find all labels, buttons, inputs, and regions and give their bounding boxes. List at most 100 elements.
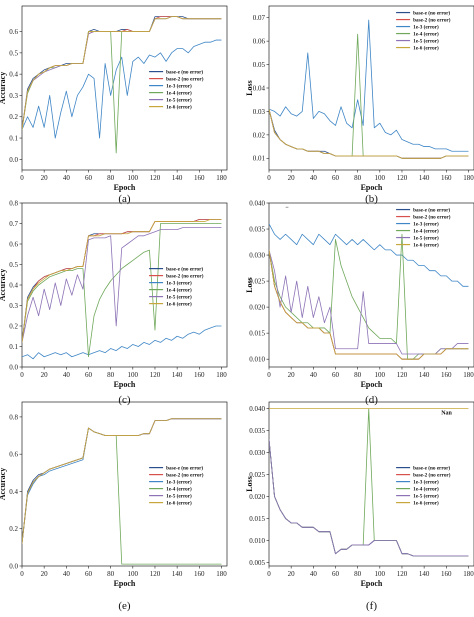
plot-frame xyxy=(268,5,474,171)
series-group xyxy=(22,218,222,360)
series-line-6 xyxy=(22,218,222,343)
legend-entry: 1e-3 (error) xyxy=(413,220,439,227)
legend-entry: 1e-3 (error) xyxy=(413,23,439,30)
series-line-5 xyxy=(269,249,469,355)
x-tick-label: 180 xyxy=(216,174,227,182)
legend-entry: 1e-6 (error) xyxy=(413,241,439,248)
x-tick-label: 20 xyxy=(288,174,296,182)
series-line-6 xyxy=(22,16,222,130)
legend: base-e (no error)base-2 (no error)1e-3 (… xyxy=(396,9,451,51)
legend-entry: base-e (no error) xyxy=(166,68,203,75)
x-tick-label: 100 xyxy=(128,570,139,578)
panel-a: 0 20 40 60 80 100 120 140 160 180 0.0 0.1 0.2 0.3 0.4 0… xyxy=(0,5,228,205)
legend-entry: base-e (no error) xyxy=(166,265,203,272)
legend-entry: 1e-3 (error) xyxy=(166,279,192,286)
legend-entry: 1e-5 (error) xyxy=(413,37,439,44)
y-axis-label: Accuracy xyxy=(0,269,7,301)
legend-entry: 1e-4 (error) xyxy=(413,227,439,234)
y-tick-label: 0.030 xyxy=(249,449,265,457)
x-tick-label: 80 xyxy=(107,371,115,379)
x-tick-label: 140 xyxy=(172,371,183,379)
x-tick-label: 20 xyxy=(41,174,49,182)
y-tick-label: 0.0 xyxy=(9,156,18,164)
legend-entry: base-2 (no error) xyxy=(166,272,204,279)
x-tick-label: 20 xyxy=(41,570,49,578)
legend: base-e (no error)base-2 (no error)1e-3 (… xyxy=(149,265,204,307)
y-tick-label: 0.030 xyxy=(249,251,265,259)
legend: base-e (no error)base-2 (no error)1e-3 (… xyxy=(396,464,451,506)
series-line-6 xyxy=(269,108,469,159)
x-tick-label: 80 xyxy=(354,174,362,182)
x-tick-label: 40 xyxy=(310,570,318,578)
y-tick-label: 0.5 xyxy=(9,49,18,57)
x-axis-label: Epoch xyxy=(361,183,383,192)
panel-f: 0 20 40 60 80 100 120 140 160 180 0.005 0.010 0.015 0… xyxy=(245,401,474,612)
series-line-4 xyxy=(22,223,222,358)
plot-frame xyxy=(268,401,474,567)
legend-entry: 1e-3 (error) xyxy=(166,82,192,89)
x-tick-label: 100 xyxy=(128,174,139,182)
series-line-1 xyxy=(269,108,469,159)
y-tick-label: 0.03 xyxy=(253,108,266,116)
series-line-3 xyxy=(22,325,222,360)
x-tick-label: 60 xyxy=(85,371,93,379)
y-tick-label: 0.040 xyxy=(249,199,265,207)
y-tick-label: 0.4 xyxy=(9,281,18,289)
panel-e: 0 20 40 60 80 100 120 140 160 180 0.0 0.2 0.4 0.6 0.8 E… xyxy=(0,401,228,612)
x-tick-label: 0 xyxy=(267,174,271,182)
y-tick-label: 0.1 xyxy=(9,343,18,351)
x-tick-label: 100 xyxy=(375,371,386,379)
legend-entry: 1e-3 (error) xyxy=(166,478,192,485)
legend-entry: base-e (no error) xyxy=(413,9,450,16)
x-tick-label: 20 xyxy=(41,371,49,379)
x-tick-label: 140 xyxy=(172,174,183,182)
plot-frame xyxy=(268,202,474,368)
x-tick-label: 80 xyxy=(107,570,115,578)
legend: base-e (no error)base-2 (no error)1e-3 (… xyxy=(149,464,204,506)
legend-entry: 1e-6 (error) xyxy=(166,103,192,110)
legend-entry: base-e (no error) xyxy=(166,464,203,471)
x-tick-label: 160 xyxy=(194,174,205,182)
y-tick-label: 0.4 xyxy=(9,488,18,496)
y-tick-label: 0.06 xyxy=(253,38,266,46)
panel-caption: (d) xyxy=(365,394,378,406)
y-tick-label: 0.02 xyxy=(253,131,266,139)
plot-frame xyxy=(21,401,228,567)
x-tick-label: 0 xyxy=(20,570,24,578)
x-tick-label: 60 xyxy=(332,174,340,182)
series-line-3 xyxy=(269,223,469,287)
plot-frame xyxy=(21,5,228,171)
x-tick-label: 0 xyxy=(267,371,271,379)
y-tick-label: 0.04 xyxy=(253,84,266,92)
legend-entry: base-e (no error) xyxy=(413,206,450,213)
legend-entry: 1e-4 (error) xyxy=(413,485,439,492)
legend-entry: base-2 (no error) xyxy=(413,16,451,23)
x-axis-label: Epoch xyxy=(361,579,383,588)
series-group xyxy=(22,418,222,565)
panel-caption: (e) xyxy=(118,600,131,612)
series-line-5 xyxy=(269,108,469,159)
legend-entry: 1e-4 (error) xyxy=(166,485,192,492)
series-group xyxy=(269,408,469,557)
y-axis-label: Accuracy xyxy=(0,72,7,104)
y-tick-label: 0.035 xyxy=(249,427,265,435)
legend-entry: base-2 (no error) xyxy=(166,75,204,82)
y-tick-label: 0.2 xyxy=(9,525,18,533)
x-tick-label: 0 xyxy=(267,570,271,578)
x-tick-label: 40 xyxy=(310,371,318,379)
y-axis-label: Loss xyxy=(245,80,254,96)
x-tick-label: 160 xyxy=(194,570,205,578)
legend-entry: 1e-5 (error) xyxy=(166,293,192,300)
x-axis-label: Epoch xyxy=(114,579,136,588)
legend-entry: 1e-3 (error) xyxy=(413,478,439,485)
y-tick-label: 0.6 xyxy=(9,240,18,248)
series-group xyxy=(22,16,222,154)
panel-note: Nan xyxy=(441,411,452,417)
series-line-3 xyxy=(22,39,222,139)
x-tick-label: 100 xyxy=(128,371,139,379)
y-tick-label: 0.0 xyxy=(9,363,18,371)
x-tick-label: 60 xyxy=(332,570,340,578)
y-tick-label: 0.2 xyxy=(9,113,18,121)
x-axis-label: Epoch xyxy=(114,380,136,389)
